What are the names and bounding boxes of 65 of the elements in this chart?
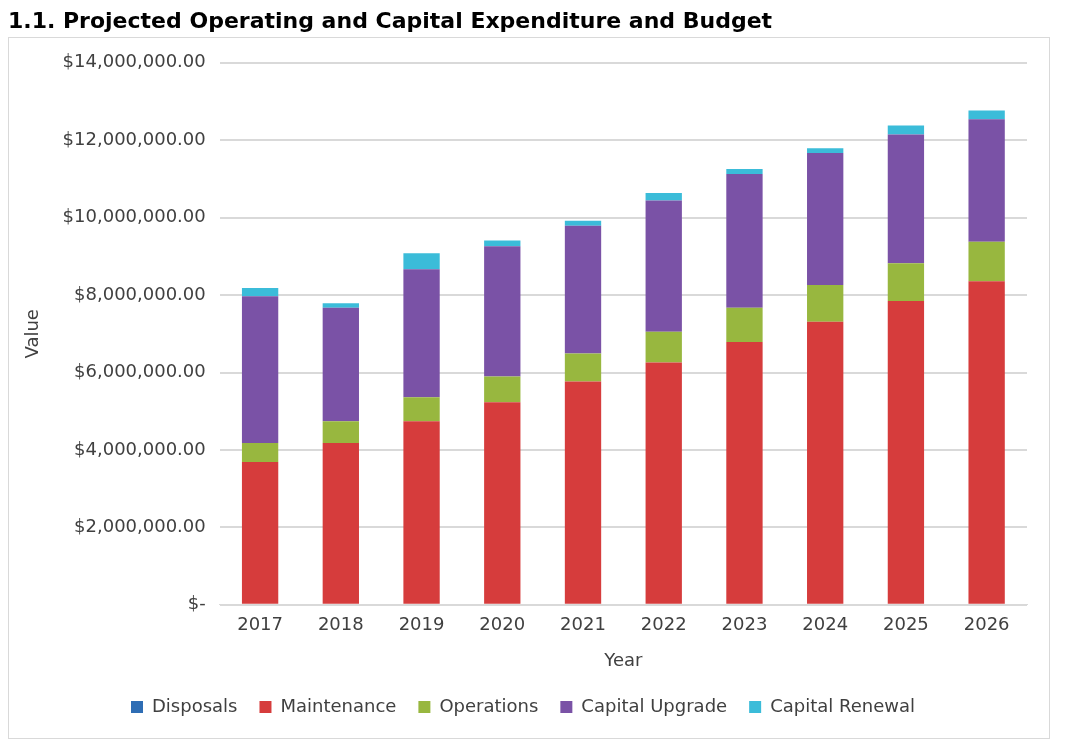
bar	[645, 362, 682, 604]
x-tick-label: 2019	[398, 613, 445, 635]
bar	[726, 168, 763, 174]
bar	[807, 321, 844, 604]
y-tick-label: $-	[187, 592, 206, 614]
bar	[322, 303, 359, 308]
y-tick-label: $8,000,000.00	[74, 282, 206, 304]
bar	[807, 148, 844, 153]
bar	[887, 263, 925, 301]
bar	[564, 381, 602, 604]
bar	[484, 240, 521, 247]
bar	[322, 307, 359, 422]
bar	[645, 200, 682, 332]
bar	[484, 376, 521, 403]
y-axis-title: Value	[21, 309, 43, 359]
bar	[403, 421, 440, 604]
bar	[322, 442, 359, 604]
y-tick-label: $14,000,000.00	[62, 50, 206, 72]
bar	[887, 300, 925, 604]
legend-label: Capital Upgrade	[581, 694, 728, 716]
bar	[241, 296, 279, 443]
y-tick-label: $6,000,000.00	[74, 360, 206, 382]
bar	[887, 134, 925, 264]
bar	[403, 269, 440, 398]
legend-label: Disposals	[152, 694, 238, 716]
bar	[968, 119, 1005, 242]
bar	[322, 421, 359, 443]
legend-label: Capital Renewal	[770, 694, 915, 716]
bar	[968, 281, 1005, 604]
y-tick-label: $12,000,000.00	[62, 127, 206, 149]
legend-label: Maintenance	[280, 694, 397, 716]
bar	[807, 153, 844, 286]
x-tick-label: 2018	[317, 613, 364, 635]
y-tick-label: $2,000,000.00	[74, 515, 206, 537]
chart-title: 1.1. Projected Operating and Capital Expenditure and Budget	[8, 8, 774, 33]
x-tick-label: 2024	[802, 613, 849, 635]
bar	[645, 331, 682, 363]
bar	[564, 225, 602, 354]
bar	[645, 192, 682, 201]
bar	[564, 220, 602, 226]
x-tick-label: 2021	[560, 613, 606, 635]
legend-label: Operations	[439, 694, 539, 716]
bar	[726, 341, 763, 604]
bar	[241, 461, 279, 604]
bar	[403, 253, 440, 270]
bar	[726, 307, 763, 342]
x-tick-label: 2017	[237, 613, 284, 635]
x-tick-label: 2026	[963, 613, 1010, 635]
bar	[968, 241, 1005, 282]
bar	[484, 246, 521, 377]
x-tick-label: 2023	[721, 613, 768, 635]
y-tick-label: $4,000,000.00	[74, 437, 206, 459]
x-tick-label: 2022	[640, 613, 687, 635]
x-tick-label: 2020	[479, 613, 526, 635]
bar	[484, 402, 521, 604]
bar	[564, 353, 602, 382]
x-tick-label: 2025	[883, 613, 929, 635]
x-axis-title: Year	[603, 648, 644, 670]
bar	[726, 173, 763, 308]
y-tick-label: $10,000,000.00	[62, 205, 206, 227]
bar	[807, 285, 844, 322]
bar	[241, 442, 279, 462]
bar	[241, 288, 279, 297]
bar	[968, 110, 1005, 120]
bar	[403, 397, 440, 422]
